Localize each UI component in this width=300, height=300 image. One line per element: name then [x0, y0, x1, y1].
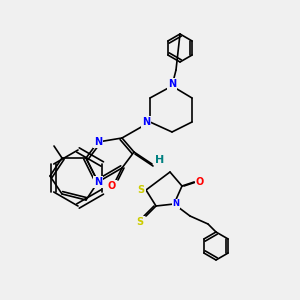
Text: S: S: [136, 217, 144, 227]
Text: N: N: [94, 137, 102, 147]
Text: N: N: [168, 79, 176, 89]
Text: N: N: [94, 177, 102, 187]
Text: O: O: [196, 177, 204, 187]
Text: N: N: [142, 117, 150, 127]
Text: H: H: [155, 155, 165, 165]
Text: N: N: [172, 200, 179, 208]
Text: O: O: [108, 181, 116, 191]
Text: S: S: [137, 185, 145, 195]
